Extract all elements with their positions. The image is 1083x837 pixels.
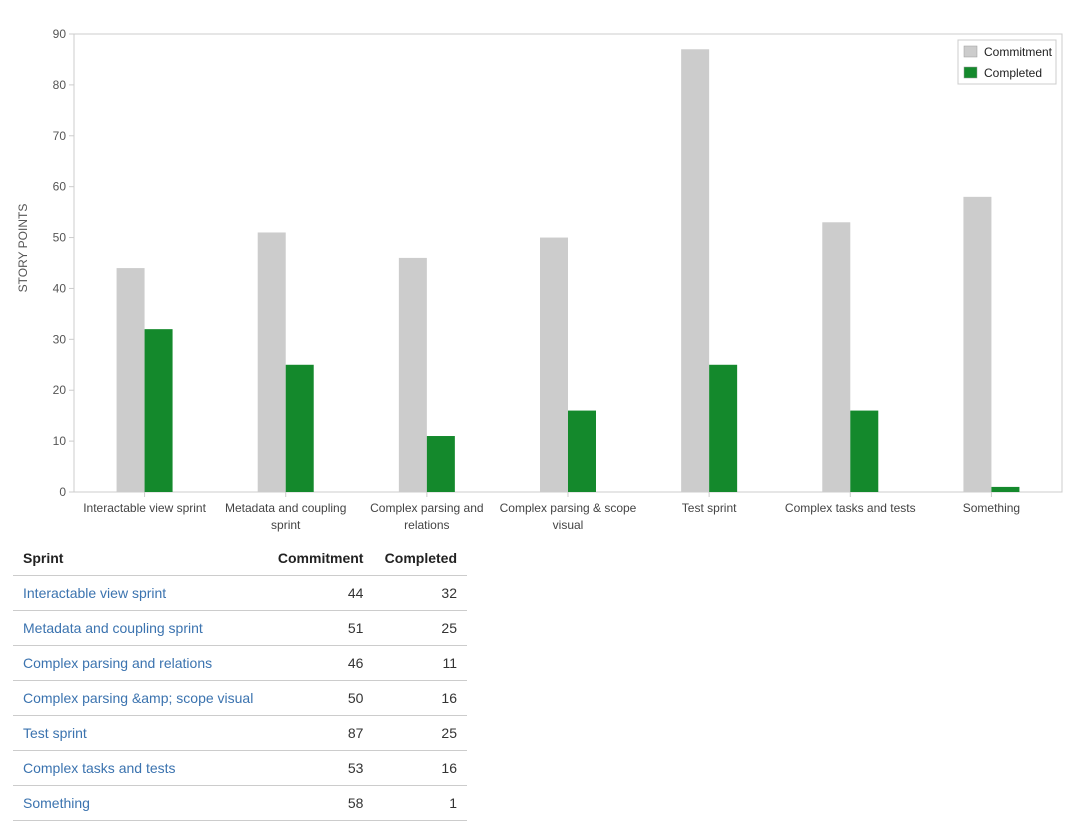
commitment-cell: 87 [266,715,374,751]
sprint-link[interactable]: Something [23,795,90,811]
y-axis-title: STORY POINTS [16,204,30,293]
legend: Commitment Completed [957,39,1057,85]
table-row: Test sprint 87 25 [13,715,467,751]
sprint-cell: Something [13,785,267,821]
bar-commitment[interactable] [963,196,992,492]
bar-commitment[interactable] [681,49,710,493]
header-sprint: Sprint [13,540,267,576]
y-tick-label: 90 [53,27,67,41]
completed-cell: 11 [373,645,467,681]
sprint-cell: Metadata and coupling sprint [13,610,267,646]
bars-group [116,49,1020,493]
completed-cell: 16 [373,750,467,786]
x-tick-label: Something [963,501,1020,515]
velocity-chart: 0 10 20 30 40 50 60 70 80 90 Interactable view sp… [16,27,1063,532]
table-row: Complex parsing &amp; scope visual 50 16 [13,680,467,716]
sprint-cell: Test sprint [13,715,267,751]
completed-cell: 32 [373,575,467,611]
x-tick-label: Complex tasks and tests [785,501,916,515]
sprint-link[interactable]: Complex parsing and relations [23,655,213,671]
bar-completed[interactable] [991,486,1020,492]
commitment-cell: 44 [266,575,374,611]
y-tick-label: 60 [53,180,67,194]
table-row: Complex tasks and tests 53 16 [13,750,467,786]
x-tick-label: Test sprint [682,501,737,515]
bar-completed[interactable] [285,364,314,492]
bar-commitment[interactable] [116,268,145,492]
sprint-cell: Complex parsing and relations [13,645,267,681]
y-tick-label: 10 [53,434,67,448]
commitment-cell: 46 [266,645,374,681]
table-row: Complex parsing and relations 46 11 [13,645,467,681]
sprint-table: Sprint Commitment Completed Interactable… [13,540,467,821]
y-tick-label: 70 [53,129,67,143]
header-completed: Completed [373,540,467,576]
legend-swatch [963,45,978,58]
sprint-cell: Interactable view sprint [13,575,267,611]
legend-swatch [963,66,978,79]
bar-completed[interactable] [144,329,173,492]
table-row: Something 58 1 [13,785,467,821]
y-tick-label: 40 [53,281,67,295]
y-tick-label: 0 [59,485,66,499]
sprint-cell: Complex tasks and tests [13,750,267,786]
commitment-cell: 51 [266,610,374,646]
table-row: Interactable view sprint 44 32 [13,575,467,611]
commitment-cell: 53 [266,750,374,786]
x-tick-label: Complex parsing & scope visual [500,501,637,532]
commitment-cell: 50 [266,680,374,716]
sprint-link[interactable]: Complex parsing &amp; scope visual [23,690,254,706]
completed-cell: 16 [373,680,467,716]
sprint-link[interactable]: Complex tasks and tests [23,760,176,776]
bar-commitment[interactable] [257,232,286,492]
table-row: Metadata and coupling sprint 51 25 [13,610,467,646]
header-commitment: Commitment [266,540,374,576]
completed-cell: 25 [373,715,467,751]
y-tick-label: 80 [53,78,67,92]
y-tick-label: 50 [53,231,67,245]
completed-cell: 1 [373,785,467,821]
bar-completed[interactable] [850,410,879,492]
bar-commitment[interactable] [540,237,568,492]
x-axis: Interactable view sprint Metadata and cou… [83,492,1020,532]
bar-completed[interactable] [568,410,596,492]
sprint-link[interactable]: Metadata and coupling sprint [23,620,203,636]
sprint-cell: Complex parsing &amp; scope visual [13,680,267,716]
table-header-row: Sprint Commitment Completed [13,540,467,576]
sprint-link[interactable]: Test sprint [23,725,87,741]
x-tick-label: Metadata and coupling sprint [225,501,346,532]
y-tick-label: 20 [53,383,67,397]
legend-label: Commitment [984,45,1053,59]
bar-completed[interactable] [709,364,738,492]
y-tick-label: 30 [53,332,67,346]
bar-commitment[interactable] [822,222,851,493]
velocity-chart-container: 0 10 20 30 40 50 60 70 80 90 Interactable view sp… [16,27,1063,532]
bar-completed[interactable] [426,436,455,492]
sprint-link[interactable]: Interactable view sprint [23,585,167,601]
commitment-cell: 58 [266,785,374,821]
y-axis: 0 10 20 30 40 50 60 70 80 90 [53,27,74,499]
completed-cell: 25 [373,610,467,646]
x-tick-label: Interactable view sprint [83,501,206,515]
bar-commitment[interactable] [398,257,427,492]
legend-label: Completed [984,66,1042,80]
x-tick-label: Complex parsing and relations [370,501,483,532]
